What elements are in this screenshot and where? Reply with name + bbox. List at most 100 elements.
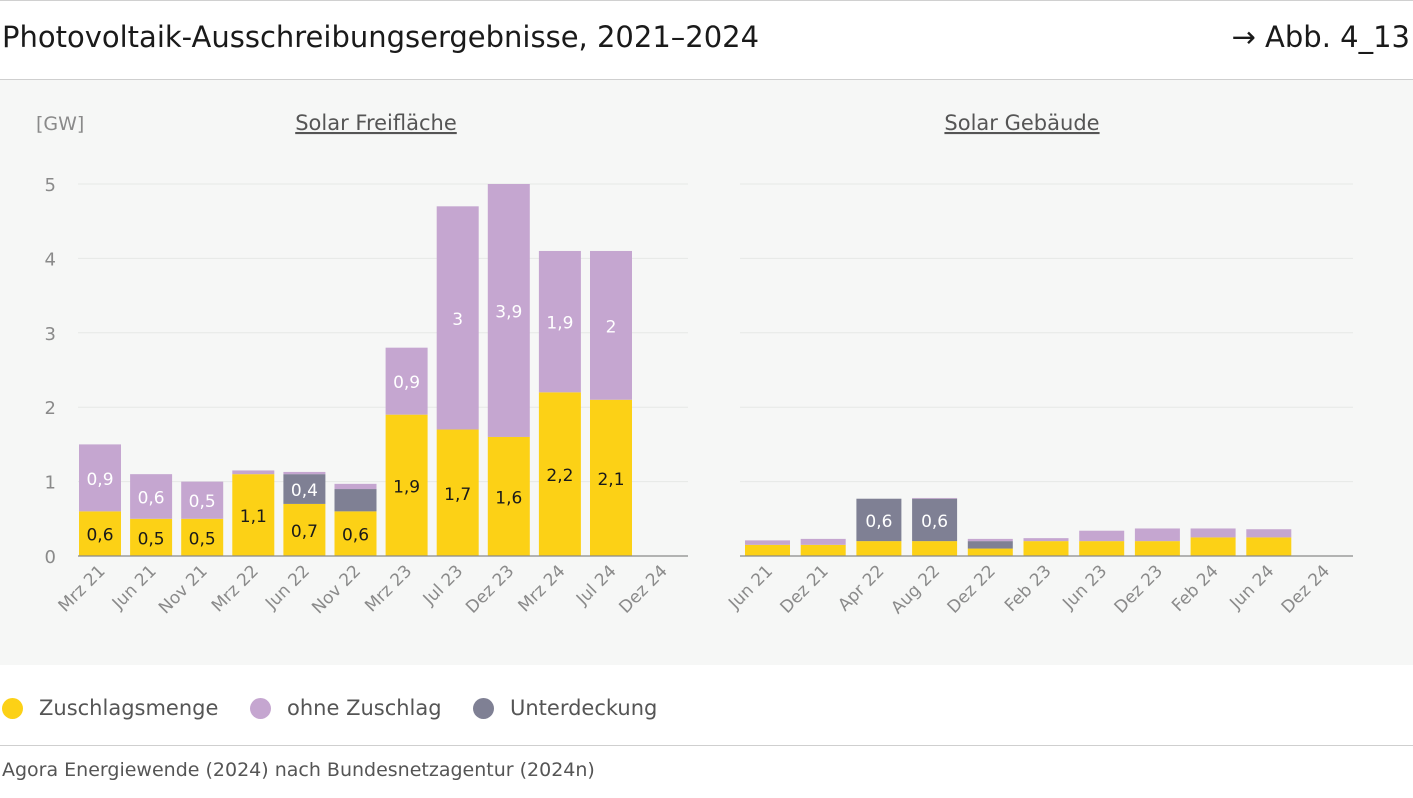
freiflaeche-bar-zuschlag-nov-21 [181, 518, 224, 556]
freiflaeche-data-label-ohne-dez-23: 3,9 [495, 302, 522, 322]
gebaeude-bar-ohne-feb-23 [1023, 538, 1069, 542]
freiflaeche-xtick-label-nov-21: Nov 21 [155, 561, 212, 618]
freiflaeche-bar-unter-jun-22 [283, 474, 326, 504]
freiflaeche-bar-ohne-dez-23 [487, 184, 530, 437]
freiflaeche-data-label-zuschlag-nov-21: 0,5 [189, 529, 216, 549]
freiflaeche-data-label-ohne-jul-24: 2 [606, 317, 617, 337]
top-border [0, 0, 1413, 1]
freiflaeche-xtick-label-jul-24: Jul 24 [572, 561, 620, 609]
freiflaeche-bar-zuschlag-mrz-24 [538, 392, 581, 556]
freiflaeche-bar-unter-nov-22 [334, 489, 377, 512]
gebaeude-xtick-label-dez-22: Dez 22 [944, 561, 1000, 617]
freiflaeche-xtick-label-jun-22: Jun 22 [261, 561, 314, 614]
freiflaeche-data-label-ohne-jun-21: 0,6 [138, 488, 165, 508]
freiflaeche-bar-zuschlag-mrz-23 [385, 414, 428, 556]
legend-label-ohne-zuschlag: ohne Zuschlag [287, 696, 442, 720]
freiflaeche-data-label-zuschlag-mrz-24: 2,2 [546, 466, 573, 486]
freiflaeche-ytick-label-2: 2 [45, 398, 56, 419]
gebaeude-bar-zuschlag-aug-22 [912, 541, 958, 556]
legend-item-unterdeckung: Unterdeckung [473, 690, 657, 726]
freiflaeche-panel-title: Solar Freifläche [295, 111, 457, 135]
gebaeude-bar-ohne-dez-23 [1134, 528, 1180, 542]
header-divider [0, 79, 1413, 80]
freiflaeche-ytick-label-1: 1 [45, 473, 56, 494]
freiflaeche-data-label-zuschlag-mrz-22: 1,1 [240, 507, 267, 527]
gebaeude-bar-zuschlag-feb-24 [1190, 537, 1236, 556]
freiflaeche-y-axis-unit: [GW] [36, 113, 84, 135]
freiflaeche-bar-ohne-mrz-21 [79, 444, 121, 512]
freiflaeche-bar-zuschlag-jul-23 [436, 429, 479, 556]
gebaeude-xtick-label-apr-22: Apr 22 [834, 561, 888, 615]
freiflaeche-xtick-label-mrz-23: Mrz 23 [361, 561, 416, 616]
figure-title: Photovoltaik-Ausschreibungsergebnisse, 2… [2, 20, 760, 54]
freiflaeche-data-label-zuschlag-jun-21: 0,5 [138, 529, 165, 549]
freiflaeche-data-label-ohne-mrz-23: 0,9 [393, 373, 420, 393]
freiflaeche-bar-zuschlag-mrz-22 [232, 474, 275, 556]
freiflaeche-bar-zuschlag-jun-22 [283, 503, 326, 556]
gebaeude-xtick-label-jun-23: Jun 23 [1058, 561, 1111, 614]
gebaeude-bar-ohne-dez-21 [800, 538, 846, 545]
gebaeude-bar-zuschlag-jun-24 [1246, 537, 1292, 556]
freiflaeche-xtick-label-mrz-24: Mrz 24 [515, 561, 570, 616]
legend-label-zuschlagsmenge: Zuschlagsmenge [39, 696, 219, 720]
figure-reference-link[interactable]: → Abb. 4_13 [1231, 20, 1410, 54]
freiflaeche-data-label-zuschlag-mrz-23: 1,9 [393, 477, 420, 497]
source-note: Agora Energiewende (2024) nach Bundesnet… [2, 759, 595, 781]
freiflaeche-data-label-ohne-nov-21: 0,5 [189, 492, 216, 512]
chart-legend: Zuschlagsmenge ohne Zuschlag Unterdeckun… [0, 690, 1413, 726]
legend-swatch-zuschlagsmenge [2, 697, 23, 719]
freiflaeche-data-label-ohne-mrz-24: 1,9 [546, 314, 573, 334]
freiflaeche-data-label-zuschlag-jul-24: 2,1 [597, 470, 624, 490]
gebaeude-xtick-label-dez-21: Dez 21 [777, 561, 833, 617]
freiflaeche-bar-zuschlag-jun-21 [130, 518, 173, 556]
gebaeude-bar-zuschlag-feb-23 [1023, 541, 1069, 556]
freiflaeche-bar-ohne-jun-21 [130, 474, 173, 519]
gebaeude-bar-unter-dez-22 [967, 541, 1013, 549]
gebaeude-data-label-unter-aug-22: 0,6 [921, 512, 948, 532]
freiflaeche-bar-ohne-nov-21 [181, 481, 224, 519]
gebaeude-bar-zuschlag-jun-23 [1079, 541, 1125, 556]
freiflaeche-xtick-label-nov-22: Nov 22 [308, 561, 365, 618]
freiflaeche-bar-zuschlag-dez-23 [487, 436, 530, 556]
gebaeude-bar-ohne-dez-22 [967, 538, 1013, 542]
figure-header: Photovoltaik-Ausschreibungsergebnisse, 2… [0, 0, 1413, 79]
freiflaeche-ytick-label-5: 5 [45, 175, 56, 196]
gebaeude-bar-ohne-aug-22 [912, 497, 958, 499]
freiflaeche-data-label-zuschlag-dez-23: 1,6 [495, 488, 522, 508]
freiflaeche-ytick-label-0: 0 [45, 547, 56, 568]
freiflaeche-ytick-label-4: 4 [45, 249, 56, 270]
legend-item-zuschlagsmenge: Zuschlagsmenge [2, 690, 218, 726]
chart-panel: 0 1 2 3 4 5 [GW] Solar Freifläche 0,6 0,9 Mrz 21 0,… [0, 80, 1413, 665]
gebaeude-xtick-label-aug-22: Aug 22 [887, 561, 944, 618]
freiflaeche-bar-zuschlag-nov-22 [334, 511, 377, 556]
gebaeude-xtick-label-feb-23: Feb 23 [1001, 561, 1056, 616]
freiflaeche-xtick-label-jul-23: Jul 23 [419, 561, 467, 609]
gebaeude-bar-zuschlag-dez-22 [967, 548, 1013, 556]
freiflaeche-data-label-zuschlag-jun-22: 0,7 [291, 522, 318, 542]
gebaeude-bar-zuschlag-apr-22 [856, 541, 902, 556]
gebaeude-xtick-label-jun-24: Jun 24 [1226, 561, 1279, 614]
legend-swatch-unterdeckung [473, 697, 494, 719]
gebaeude-xtick-label-dez-24: Dez 24 [1278, 561, 1334, 617]
gebaeude-bar-ohne-jun-23 [1079, 530, 1125, 542]
freiflaeche-data-label-zuschlag-jul-23: 1,7 [444, 485, 471, 505]
footer-divider [0, 745, 1413, 746]
gebaeude-bar-unter-apr-22 [856, 498, 902, 542]
freiflaeche-data-label-unter-jun-22: 0,4 [291, 481, 318, 501]
gebaeude-xtick-label-feb-24: Feb 24 [1168, 561, 1223, 616]
freiflaeche-ytick-label-3: 3 [45, 324, 56, 345]
freiflaeche-bar-ohne-mrz-24 [538, 250, 581, 393]
legend-item-ohne-zuschlag: ohne Zuschlag [250, 690, 442, 726]
chart-area: 0 1 2 3 4 5 [GW] Solar Freifläche 0,6 0,9 Mrz 21 0,… [36, 111, 1353, 618]
freiflaeche-data-label-zuschlag-mrz-21: 0,6 [86, 526, 113, 546]
freiflaeche-bar-zuschlag-jul-24 [590, 399, 632, 556]
gebaeude-bar-ohne-jun-21 [745, 540, 790, 545]
gebaeude-bar-zuschlag-jun-21 [745, 544, 790, 556]
gebaeude-xtick-label-jun-21: Jun 21 [724, 561, 777, 614]
gebaeude-data-label-unter-apr-22: 0,6 [865, 512, 892, 532]
gebaeude-bar-zuschlag-dez-23 [1134, 541, 1180, 556]
gebaeude-bar-unter-aug-22 [912, 498, 958, 542]
freiflaeche-data-label-ohne-jul-23: 3 [452, 310, 463, 330]
freiflaeche-bar-zuschlag-mrz-21 [79, 511, 121, 556]
freiflaeche-bar-ohne-mrz-22 [232, 470, 275, 475]
